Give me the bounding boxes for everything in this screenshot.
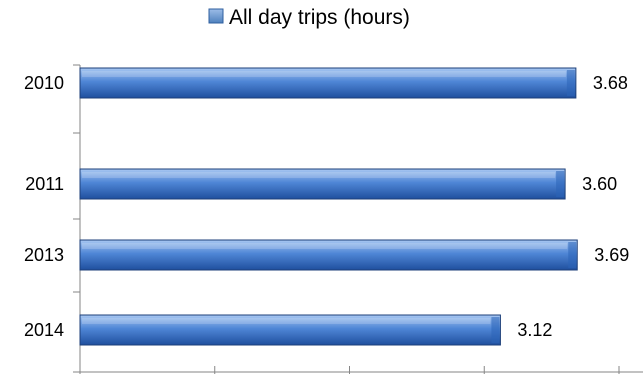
data-label-2013: 3.69 [594,245,629,265]
data-label-2010: 3.68 [593,73,628,93]
legend: All day trips (hours) [208,6,410,29]
data-label-2011: 3.60 [582,174,617,194]
legend-swatch [208,8,224,24]
bar-end-cap-2014 [491,317,500,343]
legend-label: All day trips (hours) [229,6,410,29]
y-tick-label-2011: 2011 [25,174,64,194]
bar-2010 [79,67,577,99]
bar-end-cap-2010 [566,70,575,96]
y-tick-label-2010: 2010 [24,73,64,93]
bar-2011 [79,168,566,200]
bar-highlight-2010 [82,71,566,77]
y-tick-label-2014: 2014 [24,320,64,340]
bar-2013 [79,239,578,271]
data-label-2014: 3.12 [517,320,552,340]
bar-end-cap-2013 [568,242,577,268]
bar-highlight-2014 [82,318,491,324]
y-tick-label-2013: 2013 [24,245,64,265]
bar-highlight-2011 [82,172,556,178]
bar-2014 [79,314,501,346]
bar-end-cap-2011 [556,171,565,197]
bar-highlight-2013 [82,243,568,249]
plot-area: 2010 3.68 2011 3.60 2013 3.69 2014 3.12 [24,64,643,374]
